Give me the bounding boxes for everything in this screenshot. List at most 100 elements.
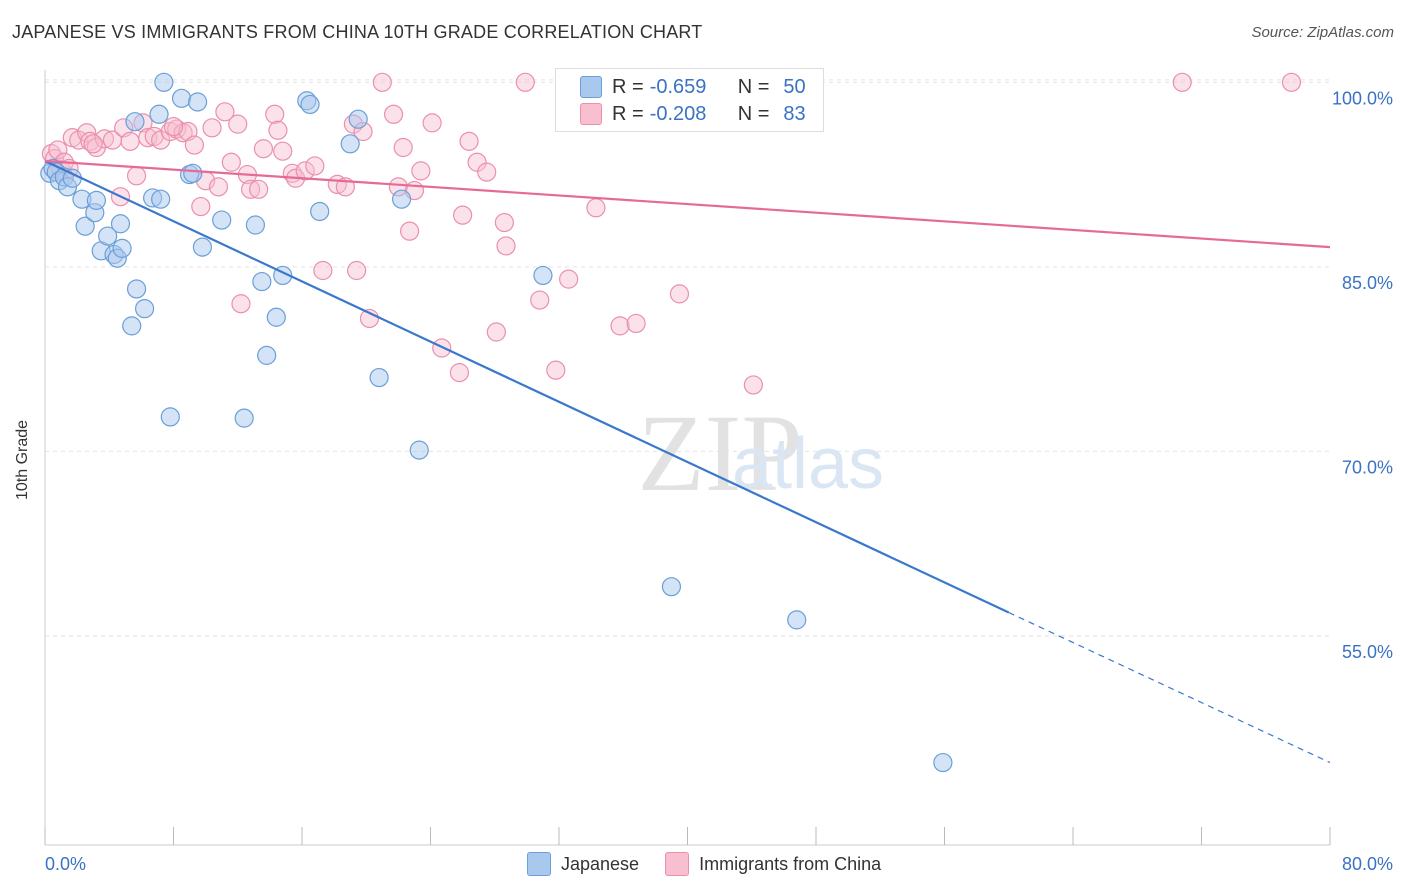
china-point [215, 102, 235, 122]
japanese-point [391, 189, 412, 209]
legend-swatch-japanese [527, 852, 551, 876]
china-r-value: -0.208 [649, 102, 707, 125]
japanese-point [192, 237, 213, 257]
legend-row-china: R = -0.208 N = 83 [580, 101, 806, 127]
series-japanese-points [40, 72, 953, 773]
china-point [273, 141, 293, 161]
x-tick-label-max: 80.0% [1342, 854, 1393, 874]
y-tick-label: 70.0% [1342, 457, 1393, 477]
japanese-point [112, 238, 132, 258]
japanese-point [110, 214, 131, 234]
japanese-trend-extension [1008, 611, 1331, 764]
japanese-point [126, 279, 147, 299]
japanese-point [98, 226, 118, 246]
watermark-atlas: atlas [732, 424, 884, 504]
china-point [83, 134, 103, 154]
y-tick-label: 100.0% [1332, 88, 1393, 108]
china-point [610, 316, 630, 336]
japanese-n-value: 50 [783, 75, 806, 98]
china-point [400, 221, 420, 241]
china-point [515, 72, 535, 92]
japanese-point [154, 72, 174, 92]
china-point [546, 360, 566, 380]
japanese-point [183, 163, 203, 183]
china-n-value: 83 [783, 102, 806, 125]
china-point [295, 161, 315, 181]
china-r-label: R = [612, 102, 644, 125]
china-swatch [580, 103, 602, 125]
china-point [163, 116, 184, 137]
japanese-point [661, 577, 682, 597]
legend-row-japanese: R = -0.659 N = 50 [580, 74, 806, 100]
china-point [411, 161, 431, 181]
japanese-point [234, 408, 254, 428]
china-point [48, 140, 68, 160]
china-point [191, 196, 211, 217]
japanese-point [212, 210, 232, 230]
legend-item-china[interactable]: Immigrants from China [665, 852, 881, 876]
china-point [231, 294, 251, 314]
japanese-trend-line [44, 160, 1010, 614]
china-point [494, 212, 514, 233]
japanese-point [266, 307, 286, 327]
china-point [393, 137, 413, 158]
japanese-point [300, 94, 320, 115]
trend-lines [44, 159, 1331, 764]
china-point [347, 260, 367, 281]
legend-label-japanese: Japanese [561, 853, 640, 874]
china-point [120, 131, 140, 151]
china-point [496, 236, 516, 256]
china-point [743, 375, 763, 395]
china-point [1172, 72, 1192, 92]
y-tick-label: 85.0% [1342, 273, 1393, 293]
japanese-point [787, 610, 807, 630]
china-point [253, 139, 274, 159]
china-point [1281, 72, 1302, 92]
legend-item-japanese[interactable]: Japanese [527, 852, 639, 876]
japanese-n-label: N = [737, 75, 770, 98]
japanese-point [86, 190, 107, 210]
japanese-point [75, 216, 95, 236]
china-point [669, 284, 690, 304]
series-legend: Japanese Immigrants from China [527, 852, 907, 876]
china-point [241, 179, 261, 199]
china-point [305, 156, 325, 176]
japanese-r-label: R = [612, 75, 644, 98]
watermark: ZIP [638, 392, 803, 514]
japanese-point [187, 92, 208, 112]
china-point [184, 135, 204, 155]
china-point [449, 363, 470, 383]
china-point [249, 179, 269, 199]
japanese-point [151, 189, 171, 209]
japanese-point [125, 112, 145, 132]
china-point [208, 177, 229, 197]
china-point [126, 166, 147, 186]
x-tick-label-min: 0.0% [45, 854, 86, 874]
china-point [167, 119, 187, 139]
china-point [453, 205, 473, 225]
china-point [383, 104, 404, 124]
chart-title: JAPANESE VS IMMIGRANTS FROM CHINA 10TH G… [12, 22, 703, 42]
china-point [221, 152, 241, 172]
china-point [559, 269, 579, 289]
china-point [467, 152, 487, 172]
japanese-point [245, 215, 266, 235]
japanese-point [252, 271, 272, 292]
japanese-point [533, 265, 553, 286]
china-n-label: N = [737, 102, 770, 125]
legend-swatch-china [665, 852, 690, 876]
japanese-point [160, 407, 180, 427]
china-point [268, 120, 288, 140]
japanese-point [409, 440, 429, 460]
china-trend-line [44, 159, 1331, 249]
series-china-points [41, 72, 1302, 395]
correlation-legend: R = -0.659 N = 50 R = -0.208 N = 83 [555, 68, 824, 132]
japanese-point [134, 299, 155, 319]
china-point [202, 118, 222, 138]
china-point [372, 72, 392, 92]
china-point [94, 129, 115, 149]
axes [44, 70, 1331, 846]
china-point [477, 162, 497, 182]
japanese-point [257, 345, 277, 365]
